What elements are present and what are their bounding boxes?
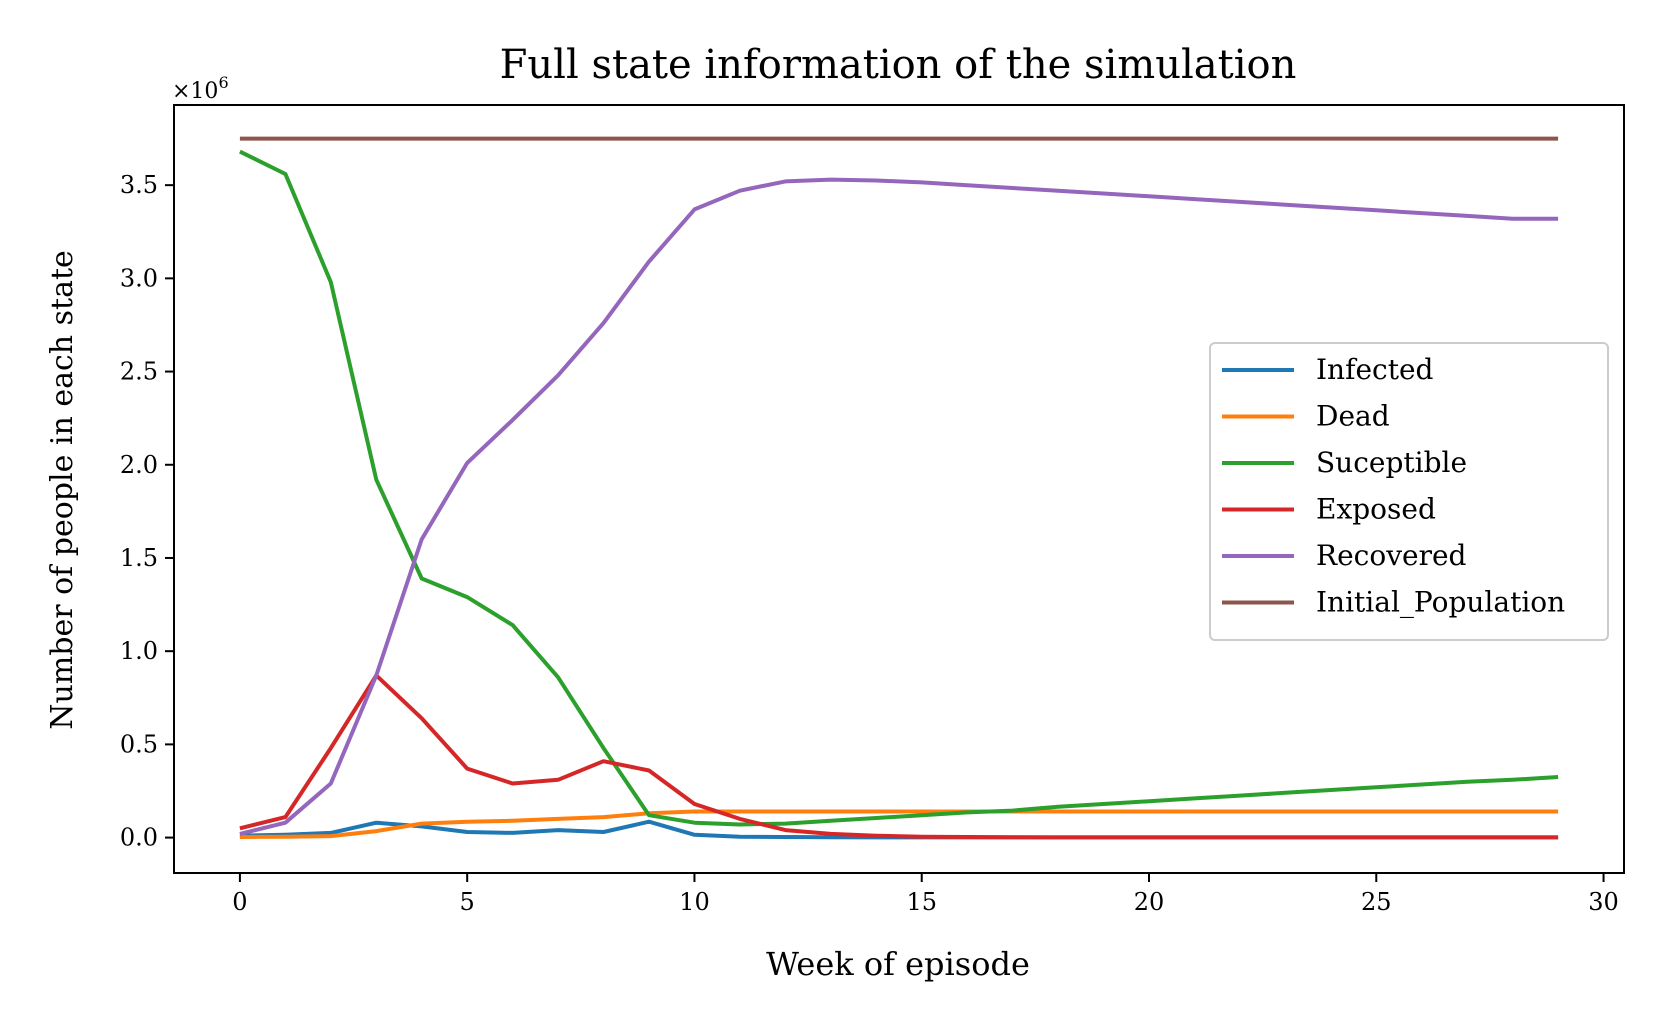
y-multiplier: ×106 (172, 73, 229, 104)
legend-label: Suceptible (1316, 446, 1467, 479)
y-tick-label: 1.5 (120, 544, 158, 572)
legend-label: Recovered (1316, 539, 1467, 572)
series-line-dead (239, 809, 1559, 839)
chart-title: Full state information of the simulation (500, 42, 1297, 88)
legend-label: Dead (1316, 400, 1390, 433)
svg-text:×106: ×106 (172, 73, 229, 104)
series-layer (239, 136, 1559, 840)
y-tick-label: 0.0 (120, 824, 158, 852)
series-line-suceptible (239, 149, 1559, 827)
y-tick-label: 3.0 (120, 264, 158, 292)
y-axis: 0.0 0.5 1.0 1.5 2.0 2.5 3.0 3.5 (120, 171, 174, 852)
x-axis-label: Week of episode (766, 945, 1030, 983)
x-axis: 0 5 10 15 20 25 30 (232, 873, 1619, 916)
legend-label: Exposed (1316, 493, 1436, 526)
y-tick-label: 0.5 (120, 730, 158, 758)
x-tick-label: 30 (1588, 888, 1619, 916)
x-tick-label: 10 (679, 888, 710, 916)
legend-box (1209, 342, 1609, 641)
y-tick-label: 2.5 (120, 358, 158, 386)
x-tick-label: 15 (906, 888, 937, 916)
y-tick-label: 3.5 (120, 171, 158, 199)
y-tick-label: 2.0 (120, 451, 158, 479)
y-axis-label: Number of people in each state (45, 250, 80, 730)
x-tick-label: 25 (1361, 888, 1392, 916)
x-tick-label: 0 (232, 888, 247, 916)
x-tick-label: 20 (1134, 888, 1165, 916)
x-tick-label: 5 (460, 888, 475, 916)
legend-label: Infected (1316, 353, 1434, 386)
y-tick-label: 1.0 (120, 637, 158, 665)
y-multiplier-base: ×10 (172, 79, 218, 104)
plot-frame (173, 104, 1625, 874)
legend: Infected Dead Suceptible Exposed Recovered In… (1209, 342, 1609, 641)
series-line-exposed (239, 673, 1559, 840)
y-multiplier-exponent: 6 (218, 73, 228, 92)
series-line-recovered (239, 177, 1559, 836)
legend-label: Initial_Population (1316, 586, 1565, 619)
